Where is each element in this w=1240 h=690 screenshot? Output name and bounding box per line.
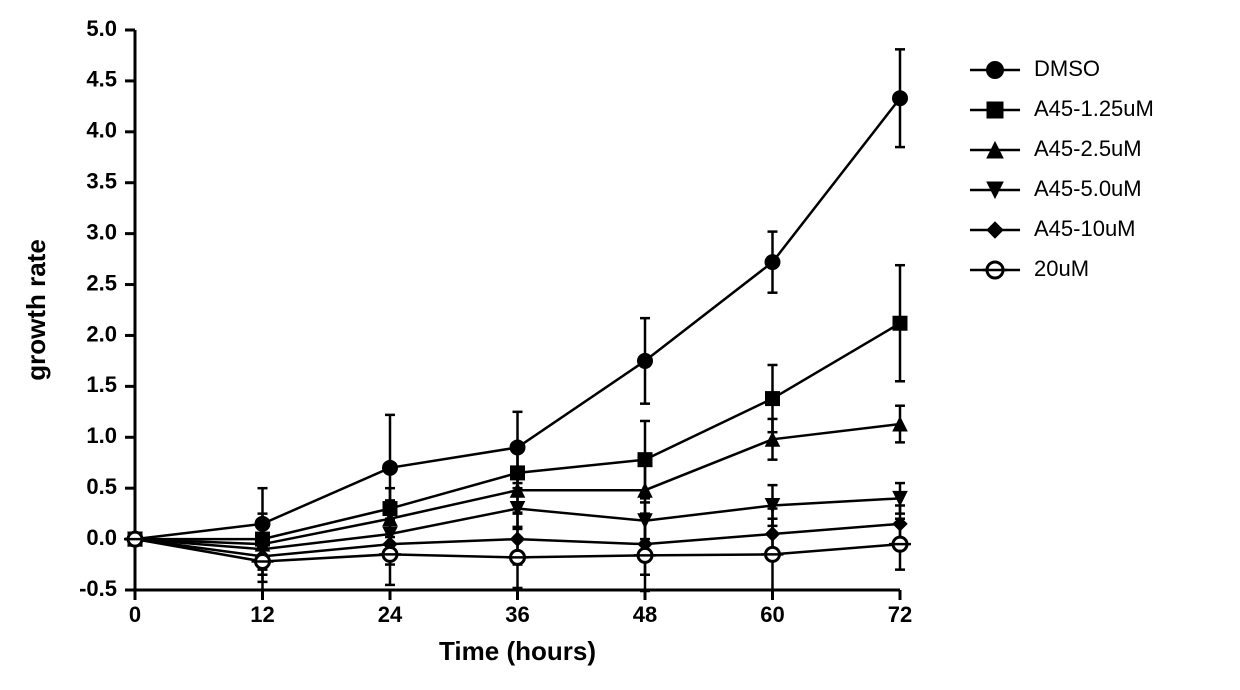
- y-tick-label: 0.5: [86, 474, 117, 499]
- x-tick-label: 72: [888, 602, 912, 627]
- legend-label: DMSO: [1034, 56, 1100, 81]
- y-tick-label: 4.0: [86, 118, 117, 143]
- y-tick-label: 2.0: [86, 321, 117, 346]
- legend-label: 20uM: [1034, 256, 1089, 281]
- y-tick-label: 2.5: [86, 270, 117, 295]
- x-tick-label: 12: [250, 602, 274, 627]
- x-tick-label: 60: [760, 602, 784, 627]
- y-tick-label: 1.0: [86, 423, 117, 448]
- x-tick-label: 24: [378, 602, 403, 627]
- y-tick-label: 3.0: [86, 219, 117, 244]
- series-group: [124, 49, 911, 591]
- y-tick-label: -0.5: [79, 576, 117, 601]
- legend-label: A45-1.25uM: [1034, 96, 1154, 121]
- x-axis-title: Time (hours): [439, 636, 596, 666]
- legend-label: A45-5.0uM: [1034, 176, 1142, 201]
- x-tick-label: 0: [129, 602, 141, 627]
- y-tick-label: 4.5: [86, 67, 117, 92]
- x-tick-label: 36: [505, 602, 529, 627]
- y-tick-label: 5.0: [86, 16, 117, 41]
- y-axis-title: growth rate: [21, 239, 51, 381]
- x-tick-label: 48: [633, 602, 657, 627]
- legend: DMSO A45-1.25uM A45-2.5uM A45-5.0uM A45-10uM…: [970, 56, 1154, 281]
- y-tick-label: 0.0: [86, 525, 117, 550]
- legend-label: A45-10uM: [1034, 216, 1136, 241]
- y-tick-label: 3.5: [86, 169, 117, 194]
- legend-label: A45-2.5uM: [1034, 136, 1142, 161]
- growth-rate-chart: -0.5 0.0 0.5 1.0 1.5 2.0 2.5 3.0 3.5 4.0 4.5 5.0 0 12…: [0, 0, 1240, 690]
- y-tick-label: 1.5: [86, 372, 117, 397]
